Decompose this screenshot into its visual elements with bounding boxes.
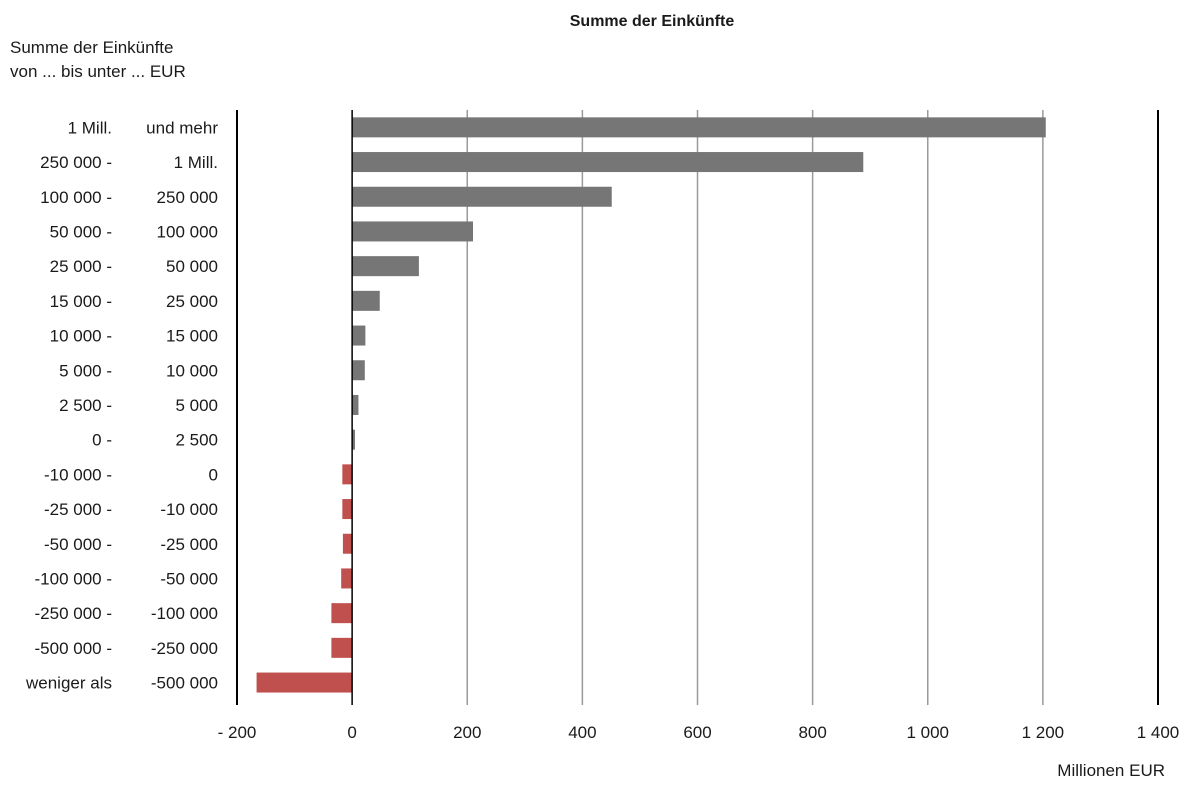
- category-from-label-13: -100 000 -: [35, 569, 113, 588]
- x-tick-label-4: 600: [683, 723, 711, 742]
- category-from-label-9: 0 -: [92, 431, 112, 450]
- bar-16: [256, 672, 353, 693]
- x-tick-label-8: 1 400: [1137, 723, 1180, 742]
- category-to-label-11: -10 000: [160, 500, 218, 519]
- bar-0: [352, 117, 1046, 138]
- bar-2: [352, 186, 612, 207]
- category-to-label-3: 100 000: [157, 222, 218, 241]
- category-from-label-1: 250 000 -: [40, 153, 112, 172]
- category-from-label-7: 5 000 -: [59, 361, 112, 380]
- x-tick-label-2: 200: [453, 723, 481, 742]
- bar-1: [352, 152, 864, 173]
- category-from-label-2: 100 000 -: [40, 188, 112, 207]
- category-from-label-10: -10 000 -: [44, 465, 112, 484]
- category-to-label-8: 5 000: [175, 396, 218, 415]
- category-to-label-5: 25 000: [166, 292, 218, 311]
- y-axis-title-line-2: von ... bis unter ... EUR: [10, 62, 186, 81]
- x-tick-label-5: 800: [798, 723, 826, 742]
- bar-13: [341, 568, 353, 589]
- bar-7: [352, 360, 365, 381]
- x-tick-label-0: - 200: [218, 723, 257, 742]
- bar-3: [352, 221, 474, 242]
- bar-12: [342, 533, 353, 554]
- category-to-label-6: 15 000: [166, 327, 218, 346]
- category-to-label-9: 2 500: [175, 431, 218, 450]
- category-from-label-4: 25 000 -: [50, 257, 112, 276]
- category-from-label-6: 10 000 -: [50, 327, 112, 346]
- category-to-label-7: 10 000: [166, 361, 218, 380]
- category-to-label-13: -50 000: [160, 569, 218, 588]
- x-tick-label-6: 1 000: [906, 723, 949, 742]
- bar-11: [342, 499, 353, 520]
- category-to-label-16: -500 000: [151, 674, 218, 693]
- x-tick-label-1: 0: [347, 723, 356, 742]
- category-from-label-11: -25 000 -: [44, 500, 112, 519]
- category-from-label-8: 2 500 -: [59, 396, 112, 415]
- bar-4: [352, 256, 419, 277]
- category-from-label-15: -500 000 -: [35, 639, 113, 658]
- category-to-label-0: und mehr: [146, 118, 218, 137]
- y-axis-title-line-1: Summe der Einkünfte: [10, 38, 173, 57]
- category-from-label-16: weniger als: [25, 674, 112, 693]
- category-from-label-3: 50 000 -: [50, 222, 112, 241]
- category-from-label-14: -250 000 -: [35, 604, 113, 623]
- bar-layer: [256, 117, 1046, 693]
- category-from-label-5: 15 000 -: [50, 292, 112, 311]
- category-from-label-0: 1 Mill.: [68, 118, 112, 137]
- x-axis-label: Millionen EUR: [1057, 761, 1165, 780]
- category-to-label-4: 50 000: [166, 257, 218, 276]
- category-to-label-14: -100 000: [151, 604, 218, 623]
- grid-layer: [236, 110, 1159, 705]
- category-to-label-10: 0: [209, 465, 218, 484]
- label-layer: Summe der Einkünfte Summe der Einkünfte …: [10, 13, 1179, 780]
- x-tick-label-7: 1 200: [1022, 723, 1065, 742]
- bar-15: [331, 637, 353, 658]
- bar-10: [342, 464, 353, 485]
- category-to-label-2: 250 000: [157, 188, 218, 207]
- category-from-label-12: -50 000 -: [44, 535, 112, 554]
- bar-14: [331, 603, 353, 624]
- bar-9: [352, 429, 356, 450]
- x-tick-label-3: 400: [568, 723, 596, 742]
- category-to-label-15: -250 000: [151, 639, 218, 658]
- category-to-label-1: 1 Mill.: [174, 153, 218, 172]
- category-to-label-12: -25 000: [160, 535, 218, 554]
- bar-8: [352, 394, 359, 415]
- bar-6: [352, 325, 366, 346]
- bar-5: [352, 290, 380, 311]
- chart-title: Summe der Einkünfte: [570, 13, 735, 30]
